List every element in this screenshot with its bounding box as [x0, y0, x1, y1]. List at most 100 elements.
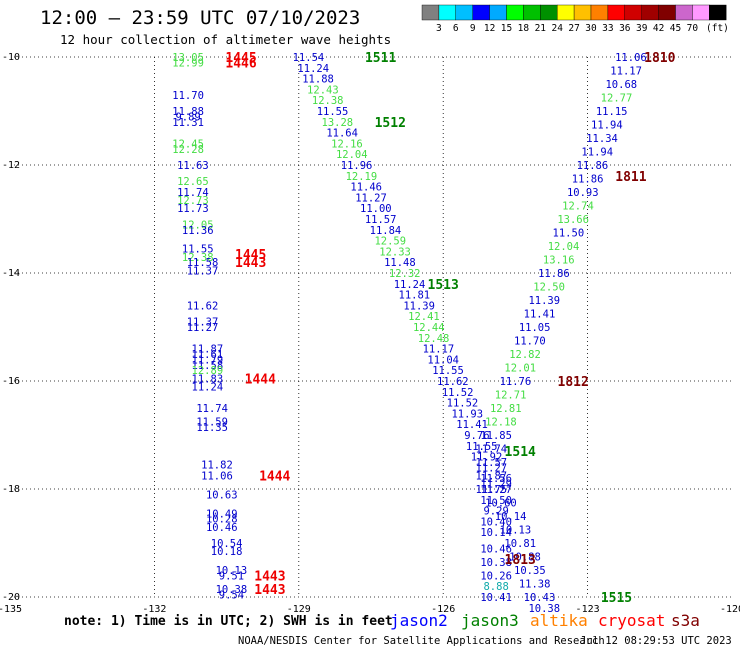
wave-height-value: 11.15	[596, 106, 628, 118]
y-tick-label: -20	[2, 592, 20, 603]
colorbar-label: 9	[470, 23, 476, 34]
wave-height-value: 11.74	[196, 403, 228, 415]
wave-height-value: 12.05	[182, 219, 214, 231]
wave-height-value: 11.85	[480, 430, 512, 442]
wave-height-value: 10.43	[524, 592, 556, 604]
colorbar-swatch	[489, 4, 507, 21]
colorbar-swatch	[675, 4, 693, 21]
colorbar-label: 39	[636, 23, 648, 34]
colorbar-label: 36	[619, 23, 631, 34]
wave-height-value: 12.28	[172, 144, 204, 156]
wave-height-value: 11.50	[480, 495, 512, 507]
wave-height-value: 9.89	[175, 111, 200, 123]
wave-height-value: 11.35	[196, 422, 228, 434]
wave-height-value: 12.04	[336, 149, 368, 161]
wave-height-values: 13.0512.9911.7011.889.8911.3112.4512.281…	[172, 52, 646, 615]
colorbar-label: 6	[453, 23, 459, 34]
axis-ticks: -135 -132 -129 -126 -123 -120 -10 -12 -14 -16 -18 -…	[0, 52, 740, 615]
colorbar-swatch	[607, 4, 626, 21]
wave-height-value: 12.74	[562, 201, 594, 213]
wave-height-value: 10.13	[216, 565, 248, 577]
colorbar-label: 12	[484, 23, 495, 34]
wave-height-value: 11.54	[293, 52, 325, 64]
wave-height-value: 11.27	[480, 484, 512, 496]
wave-height-value: 11.24	[297, 63, 329, 75]
orbit-number-label: 1443	[254, 583, 285, 598]
colorbar-label: 30	[585, 23, 597, 34]
wave-height-value: 11.88	[172, 106, 204, 118]
wave-height-value: 10.63	[206, 489, 238, 501]
y-tick-label: -12	[2, 160, 20, 171]
wave-height-value: 12.33	[379, 246, 411, 258]
wave-height-value: 12.89	[192, 365, 224, 377]
wave-height-value: 11.64	[326, 128, 358, 140]
orbit-number-label: 1511	[365, 51, 396, 66]
colorbar-swatch	[557, 4, 575, 21]
wave-height-value: 11.74	[177, 187, 209, 199]
orbit-number-label: 1445	[225, 51, 256, 66]
wave-height-value: 10.38	[216, 584, 248, 596]
wave-height-value: 11.70	[172, 90, 204, 102]
wave-height-value: 11.17	[610, 66, 642, 78]
wave-height-value: 11.86	[572, 174, 604, 186]
wave-height-value: 11.56	[480, 473, 512, 485]
footnote: note: 1) Time is in UTC; 2) SWH is in fe…	[64, 614, 393, 629]
wave-height-value: 11.06	[615, 52, 647, 64]
colorbar-swatch	[658, 4, 676, 21]
wave-height-value: 11.57	[365, 214, 397, 226]
wave-height-value: 13.66	[557, 214, 589, 226]
wave-height-value: 10.81	[504, 538, 536, 550]
wave-height-value: 11.55	[432, 365, 464, 377]
chart-title: 12:00 – 23:59 UTC 07/10/2023	[40, 7, 360, 29]
wave-height-value: 11.83	[192, 373, 224, 385]
y-tick-label: -16	[2, 376, 20, 387]
x-tick-label: -132	[142, 604, 166, 615]
wave-height-value: 11.27	[355, 192, 387, 204]
wave-height-value: 10.88	[509, 552, 541, 564]
wave-height-value: 12.71	[495, 390, 527, 402]
wave-height-value: 12.99	[172, 57, 204, 69]
wave-height-value: 13.05	[172, 52, 204, 64]
satellite-legend: jason2 jason3 altika cryosat s3a	[390, 611, 700, 630]
wave-height-value: 11.74	[476, 444, 508, 456]
wave-height-value: 12.81	[490, 403, 522, 415]
colorbar-label: 18	[518, 23, 530, 34]
wave-height-value: 8.88	[483, 581, 508, 593]
wave-height-value: 12.50	[533, 282, 565, 294]
legend-entry-altika: altika	[530, 611, 588, 630]
legend-entry-cryosat: cryosat	[598, 611, 665, 630]
wave-height-value: 11.04	[427, 354, 459, 366]
wave-height-value: 11.55	[466, 441, 498, 453]
wave-height-value: 10.14	[480, 527, 512, 539]
wave-height-value: 10.68	[605, 79, 637, 91]
colorbar-swatch	[624, 4, 642, 21]
x-tick-label: -129	[287, 604, 311, 615]
orbit-number-label: 1444	[259, 470, 290, 485]
wave-height-value: 12.18	[485, 417, 517, 429]
colorbar-swatch	[709, 4, 727, 21]
wave-height-value: 10.35	[514, 565, 546, 577]
orbit-number-label: 1514	[505, 445, 536, 460]
wave-height-value: 11.70	[514, 336, 546, 348]
wave-height-value: 11.81	[399, 290, 431, 302]
colorbar-label: 24	[551, 23, 563, 34]
x-tick-label: -126	[431, 604, 455, 615]
colorbar-swatch	[692, 4, 710, 21]
wave-height-value: 12.73	[177, 195, 209, 207]
x-tick-label: -123	[576, 604, 600, 615]
colorbar-label: 21	[535, 23, 547, 34]
wave-height-value: 12.38	[182, 252, 214, 264]
wave-height-value: 12.41	[408, 311, 440, 323]
credit-text: NOAA/NESDIS Center for Satellite Applica…	[238, 635, 605, 647]
wave-height-value: 10.18	[211, 546, 243, 558]
wave-height-value: 10.40	[480, 516, 512, 528]
colorbar-unit: (ft)	[706, 23, 729, 34]
colorbar-swatch	[455, 4, 473, 21]
orbit-number-label: 1813	[505, 553, 536, 568]
wave-height-value: 12.38	[312, 95, 344, 107]
wave-height-value: 11.50	[553, 228, 585, 240]
colorbar-swatch	[590, 4, 609, 21]
x-tick-label: -135	[0, 604, 22, 615]
wave-height-value: 10.26	[480, 570, 512, 582]
